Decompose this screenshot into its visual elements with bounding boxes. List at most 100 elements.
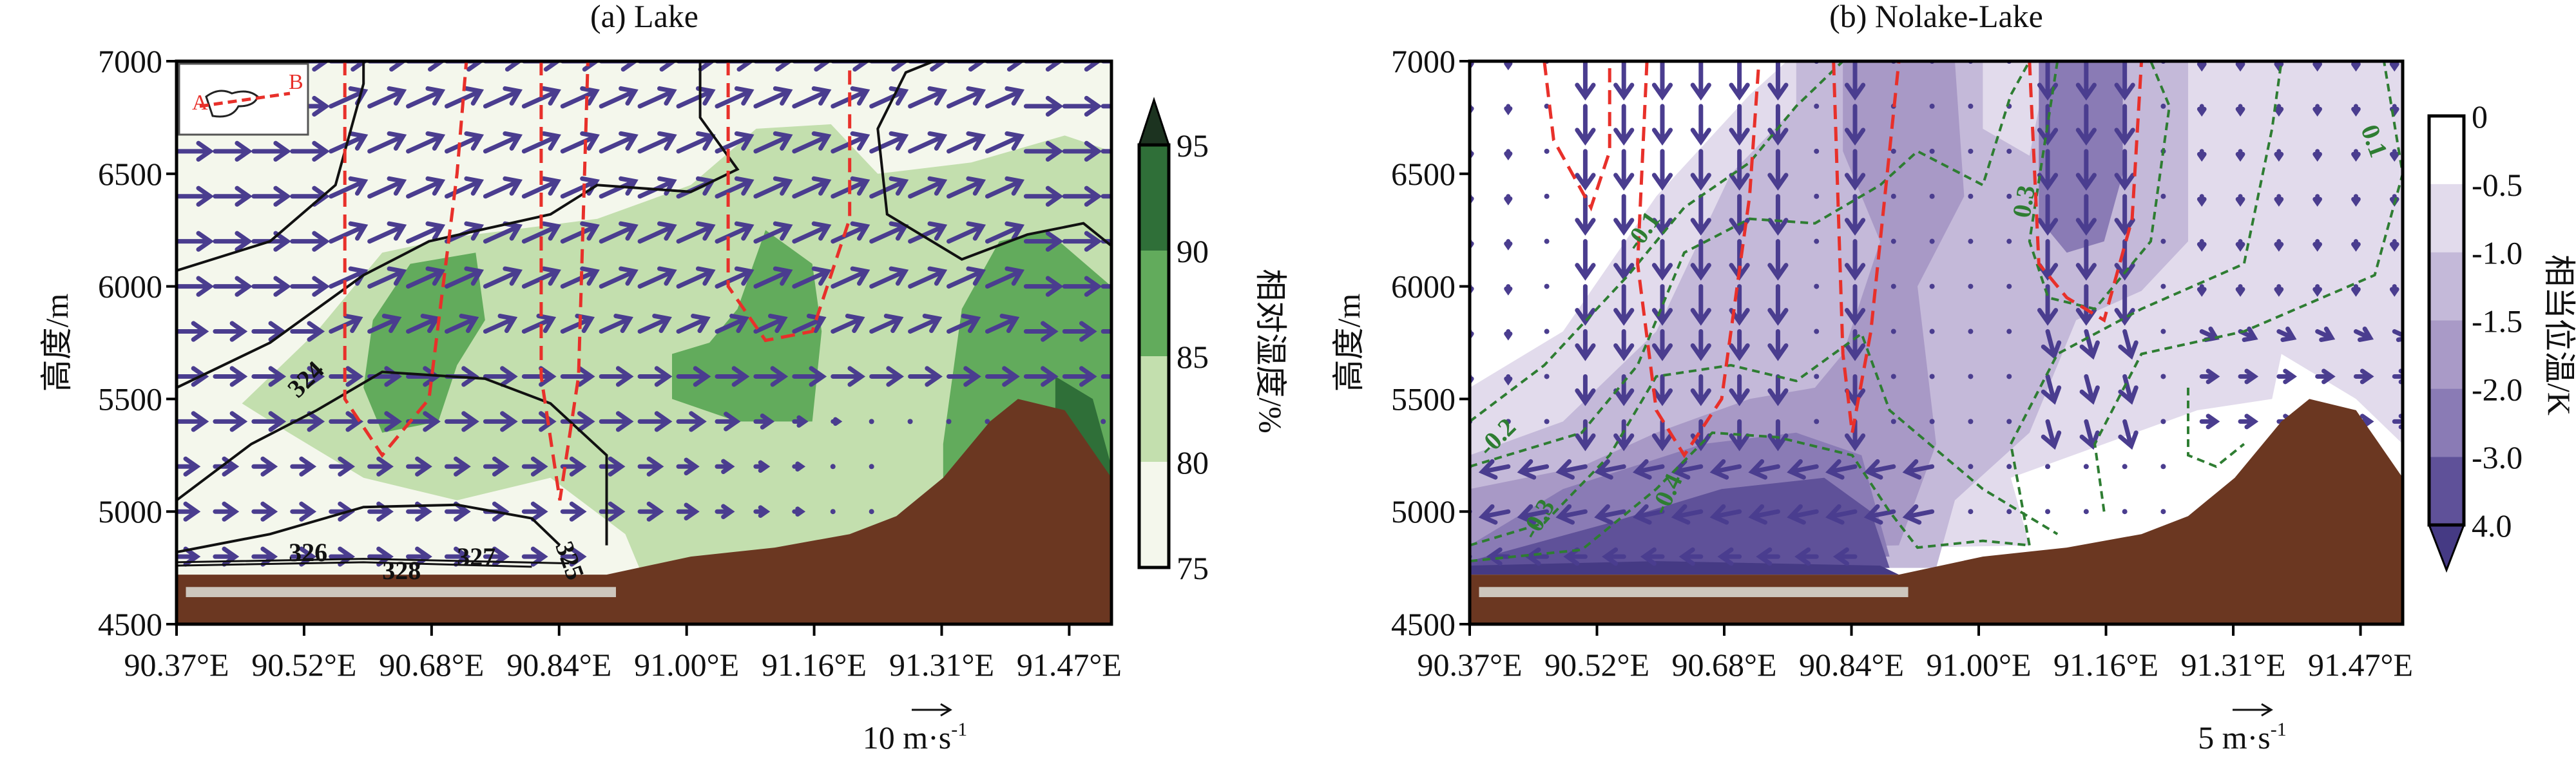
wind-vector <box>1890 148 1896 154</box>
wind-vector <box>1517 504 1550 525</box>
wind-vector <box>753 366 789 387</box>
wind-vector <box>599 86 639 109</box>
shaded-region <box>363 252 485 433</box>
wind-vector <box>2075 239 2097 281</box>
wind-vector <box>946 419 952 424</box>
wind-vector <box>1504 149 1513 160</box>
wind-vector <box>947 86 986 109</box>
wind-vector <box>1814 374 1820 379</box>
wind-vector <box>560 131 600 154</box>
contour-line <box>177 370 608 546</box>
wind-vector <box>1890 193 1896 199</box>
wind-vector <box>2196 149 2207 162</box>
wind-vector <box>2351 194 2361 207</box>
wind-vector <box>177 411 209 432</box>
wind-vector <box>1729 374 1750 406</box>
wind-vector <box>869 509 874 515</box>
x-tick-label: 90.68°E <box>379 647 484 683</box>
wind-vector <box>1023 95 1064 117</box>
wind-vector <box>985 266 1025 289</box>
y-tick-label: 5500 <box>98 381 162 417</box>
contour-line <box>177 503 561 554</box>
panel-b-title: (b) Nolake-Lake <box>1829 0 2043 34</box>
wind-vector <box>2351 104 2361 117</box>
x-tick-label: 90.37°E <box>1417 647 1522 683</box>
wind-vector <box>251 501 278 522</box>
colorbar-frame <box>1137 143 1171 569</box>
wind-vector <box>676 266 716 289</box>
contour-line <box>177 61 365 272</box>
wind-vector <box>1767 329 1789 361</box>
contour-line <box>2028 61 2144 323</box>
wind-vector <box>676 366 711 387</box>
wind-vector <box>1748 459 1780 480</box>
wind-vector <box>792 266 832 289</box>
wind-vector <box>444 131 485 154</box>
wind-vector <box>2196 284 2207 297</box>
wind-vector <box>1504 194 1513 205</box>
wind-vector <box>1709 504 1742 525</box>
wind-vector <box>2122 509 2128 515</box>
wind-vector <box>1613 284 1635 326</box>
wind-vector <box>1470 464 1472 469</box>
wind-vector <box>715 86 755 109</box>
x-tick-label: 90.52°E <box>1544 647 1649 683</box>
wind-vector <box>2312 149 2322 162</box>
wind-vector <box>213 321 248 342</box>
wind-vector <box>1767 239 1789 281</box>
wind-vector <box>2235 149 2245 162</box>
wind-vector <box>753 221 793 244</box>
wind-vector <box>869 131 909 154</box>
wind-vector <box>406 314 441 334</box>
wind-vector <box>2114 104 2135 146</box>
wind-vector <box>1640 547 1665 566</box>
wind-vector <box>1767 149 1789 191</box>
wind-vector <box>792 415 809 428</box>
wind-vector <box>367 131 407 154</box>
wind-vector <box>715 314 749 334</box>
contour-line <box>1543 61 1611 212</box>
wind-vector <box>2041 329 2062 360</box>
wind-vector <box>599 266 639 289</box>
axes-frame <box>175 59 1113 626</box>
wind-vector <box>290 501 317 522</box>
panel-b-colorbar: 0 -0.5 -1.0 -1.5 -2.0 -3.0 4.0 <box>2472 99 2523 544</box>
wind-vector <box>177 140 215 162</box>
wind-vector <box>2160 419 2166 424</box>
wind-vector <box>1890 374 1896 379</box>
wind-vector <box>2312 104 2322 117</box>
wind-vector <box>1767 419 1789 452</box>
wind-vector <box>2075 61 2097 101</box>
wind-vector <box>1575 239 1596 281</box>
wind-vector <box>2006 329 2012 334</box>
wind-vector <box>367 86 407 109</box>
wind-vector <box>177 501 201 522</box>
wind-vector <box>985 221 1025 244</box>
wind-vector <box>753 460 771 473</box>
wind-vector <box>367 411 402 432</box>
wind-vector <box>1968 419 1974 424</box>
wind-vector <box>1929 419 1935 424</box>
wind-vector <box>251 276 291 297</box>
wind-reference-label: 5 m·s <box>2198 719 2271 756</box>
wind-vector <box>2353 327 2374 342</box>
wind-vector <box>753 86 793 109</box>
wind-vector <box>1729 104 1750 146</box>
wind-vector <box>1717 547 1742 566</box>
colorbar-segment <box>2429 252 2464 321</box>
wind-vector <box>290 276 330 297</box>
wind-vector <box>1651 419 1673 452</box>
wind-vector <box>1023 366 1059 387</box>
wind-vector <box>2312 284 2322 297</box>
wind-vector <box>251 546 278 567</box>
wind-vector <box>1613 149 1635 191</box>
colorbar-tick: -3.0 <box>2472 439 2523 475</box>
wind-vector <box>2389 149 2399 162</box>
wind-vector <box>1968 464 1974 470</box>
colorbar-tick: -2.0 <box>2472 371 2523 407</box>
wind-vector <box>1651 329 1673 361</box>
x-tick-label: 91.31°E <box>2181 647 2286 683</box>
wind-vector <box>1968 374 1974 379</box>
wind-vector <box>2122 464 2128 470</box>
wind-vector <box>599 131 639 154</box>
